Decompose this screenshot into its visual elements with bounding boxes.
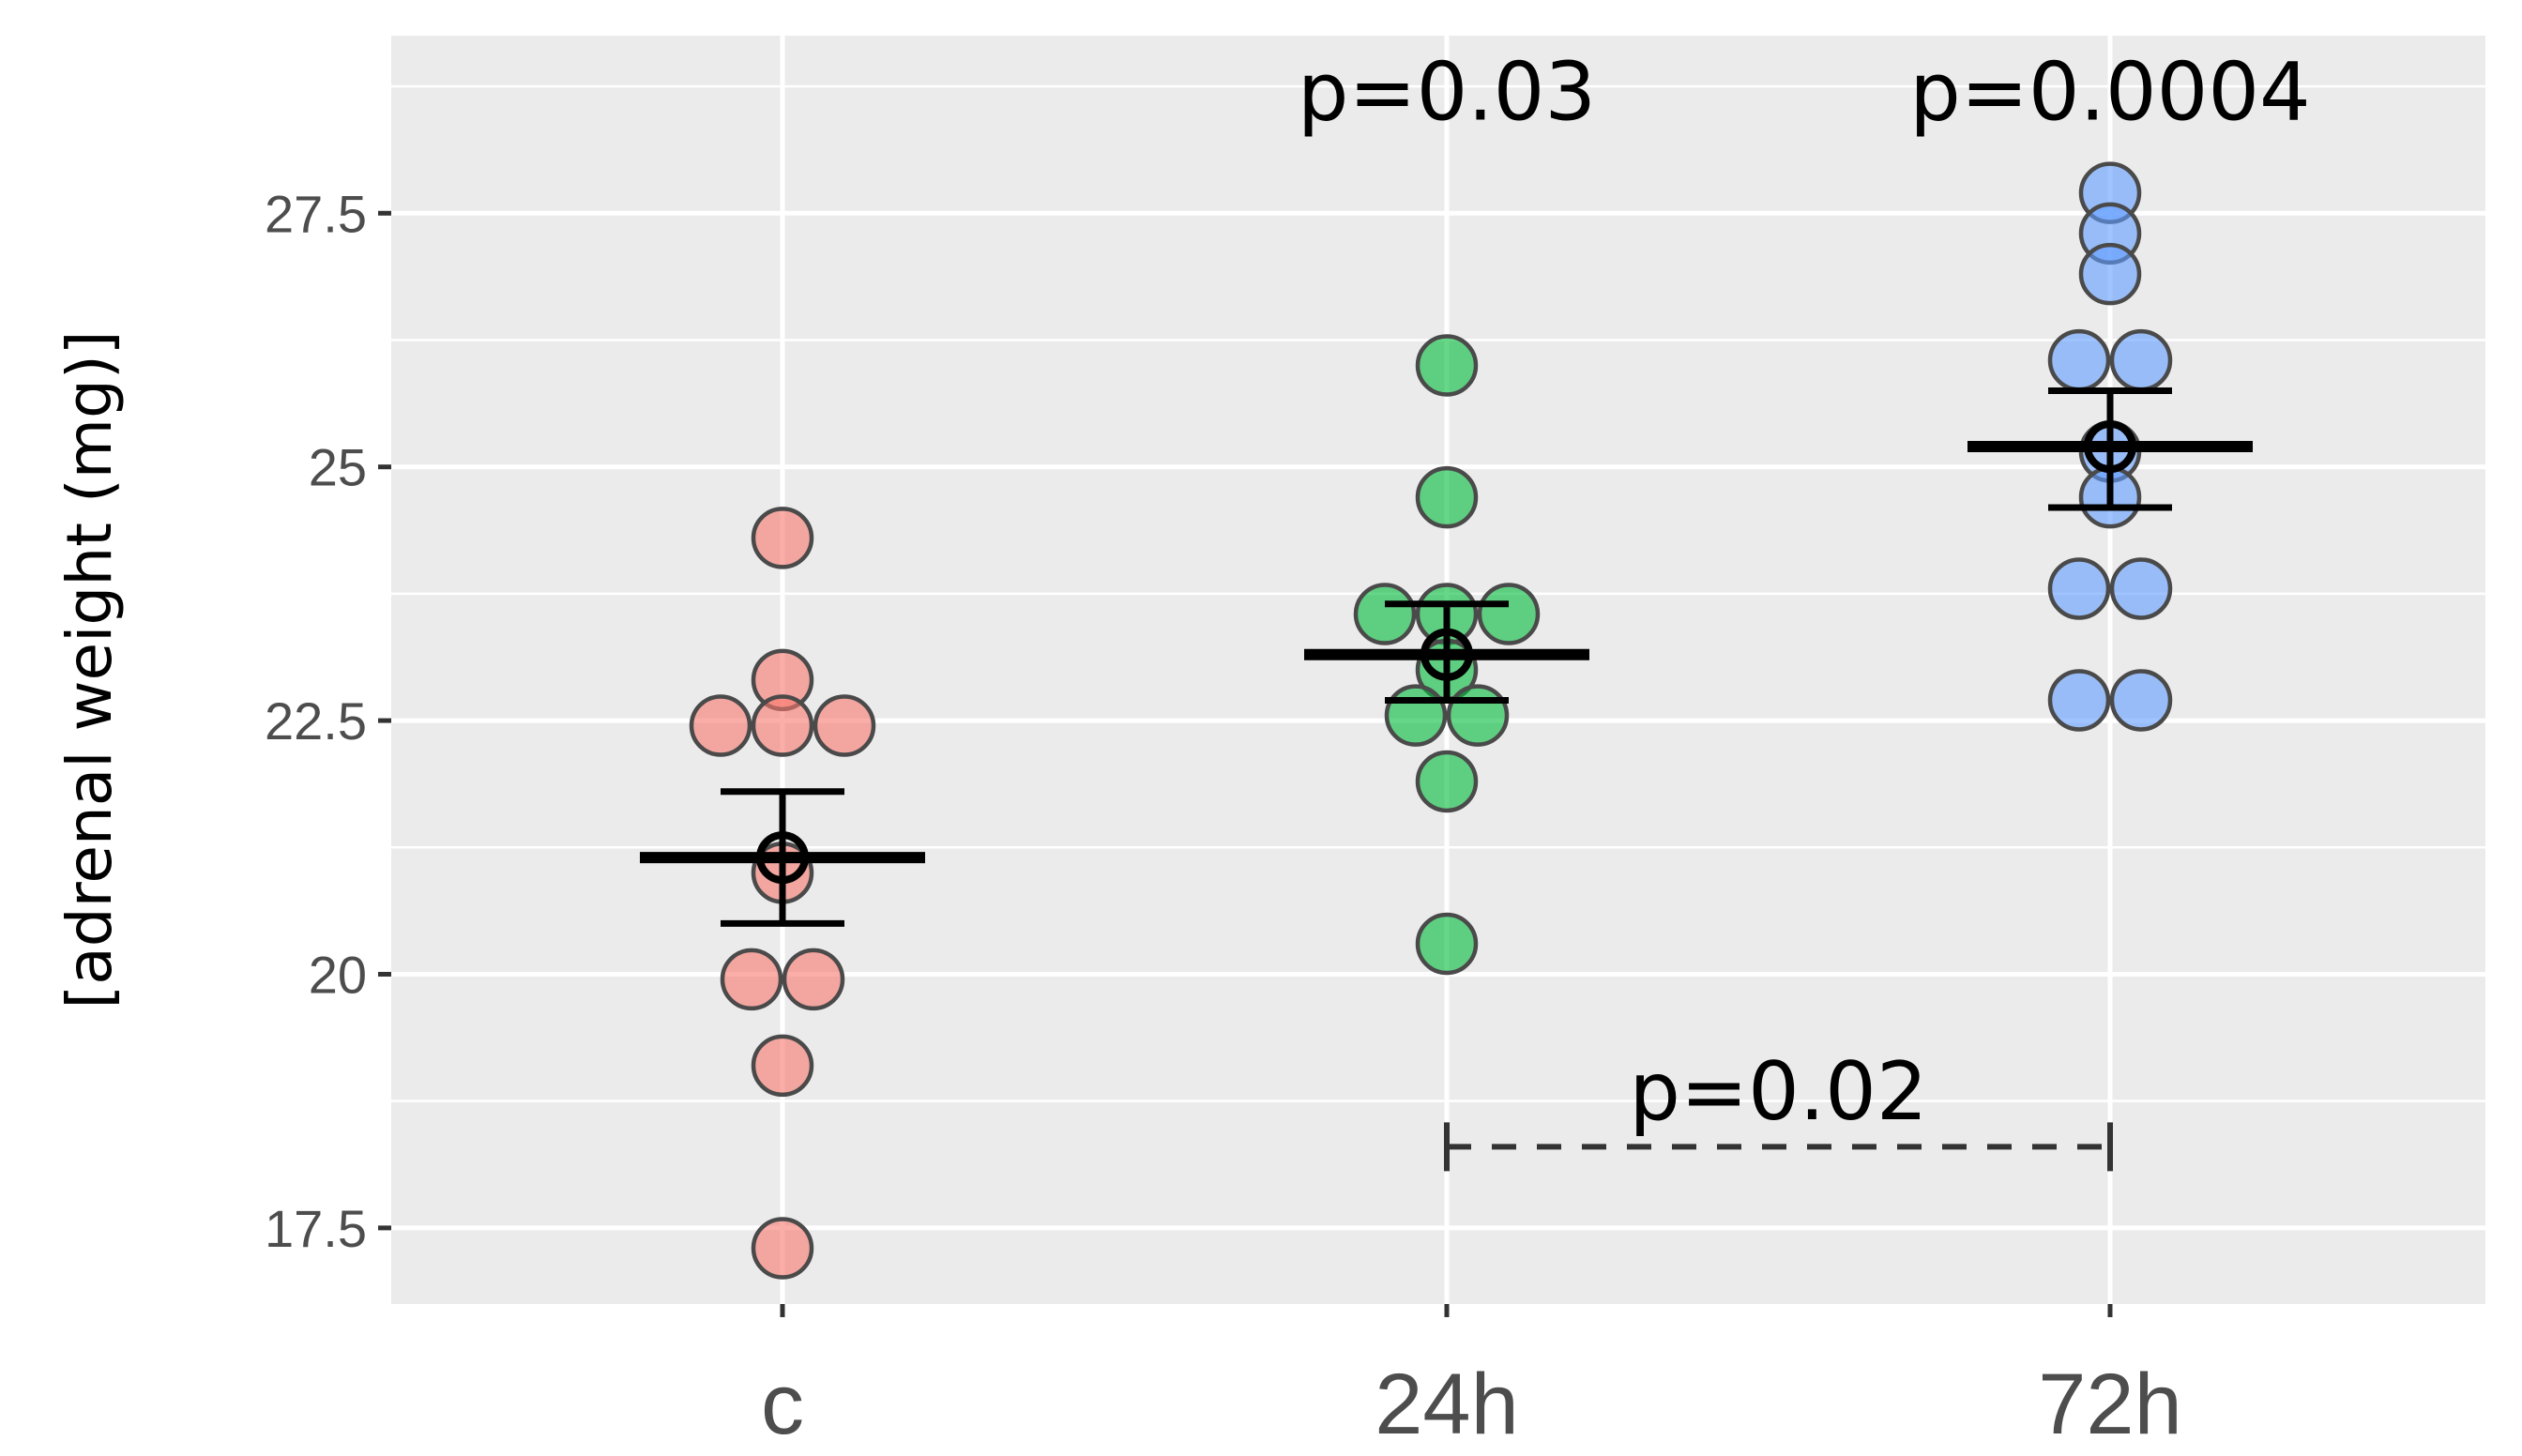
data-points: [689, 161, 2173, 1280]
data-point: [751, 507, 814, 569]
y-tick-label: 27.5: [265, 184, 367, 243]
data-point: [1384, 684, 1448, 747]
data-point: [2078, 242, 2142, 306]
data-point: [751, 1034, 814, 1098]
data-point: [751, 1217, 814, 1280]
p-value-label: p=0.03: [1298, 45, 1596, 139]
mean-point: [1421, 628, 1473, 681]
mean-se-markers: [640, 387, 2253, 927]
data-point: [1477, 583, 1541, 645]
p-value-label: p=0.0004: [1909, 45, 2311, 139]
x-tick-label: 72h: [2038, 1357, 2182, 1452]
data-point: [2047, 557, 2111, 620]
data-point: [751, 694, 814, 757]
x-tick-label: 24h: [1375, 1357, 1519, 1452]
data-point: [1415, 334, 1479, 397]
mean-point: [2084, 420, 2136, 474]
data-point: [1446, 684, 1510, 747]
data-point: [813, 694, 876, 757]
y-axis: 17.5 20 22.5 25 27.5: [265, 184, 391, 1258]
data-point: [1415, 465, 1479, 529]
y-tick-label: 20: [309, 945, 367, 1004]
data-point: [2109, 669, 2173, 732]
y-tick-label: 22.5: [265, 691, 367, 751]
data-point: [689, 694, 752, 757]
data-point: [2109, 328, 2173, 392]
p-value-label: p=0.02: [1629, 1045, 1927, 1139]
data-point: [1415, 912, 1479, 976]
y-tick-label: 25: [309, 438, 367, 497]
y-tick-label: 17.5: [265, 1199, 367, 1258]
data-point: [1353, 583, 1417, 645]
data-point: [782, 948, 845, 1011]
annotations: p=0.03 p=0.0004 p=0.02: [1298, 45, 2311, 1172]
x-tick-label: c: [761, 1357, 804, 1452]
data-point: [1415, 750, 1479, 813]
data-point: [2109, 557, 2173, 620]
x-axis: c 24h 72h: [761, 1304, 2182, 1452]
data-point: [2047, 669, 2111, 732]
data-point: [720, 948, 783, 1011]
mean-point: [756, 831, 809, 885]
y-axis-title: [adrenal weight (mg)]: [53, 331, 126, 1009]
data-point: [2047, 328, 2111, 392]
